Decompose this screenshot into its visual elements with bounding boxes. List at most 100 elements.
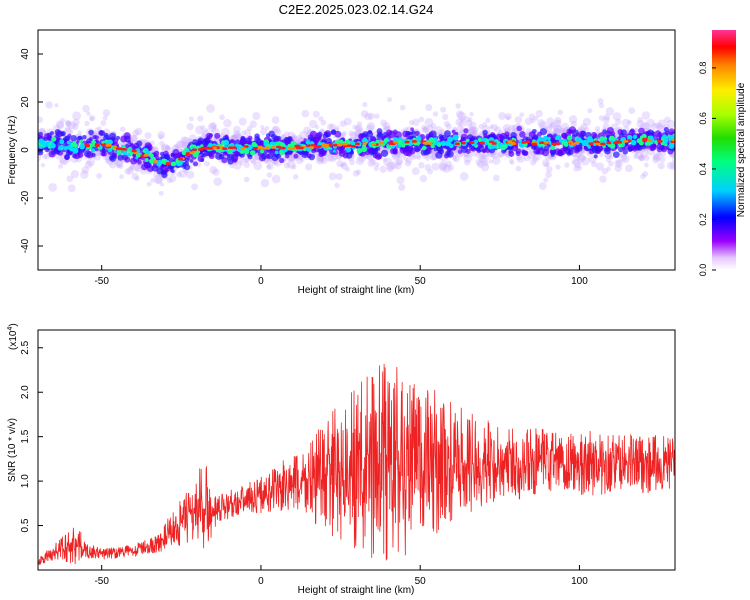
heatmap-core-mark [38,148,43,153]
heatmap-halo-mark [355,157,364,166]
heatmap-halo-mark [352,124,358,130]
heatmap-halo-mark [219,132,224,138]
heatmap-peak-mark [404,140,410,144]
heatmap-halo-mark [84,120,90,127]
heatmap-halo-mark [646,118,656,128]
heatmap-halo-mark [605,152,612,160]
heatmap-x-tick-label: -50 [94,276,109,287]
heatmap-halo-mark [331,153,339,161]
heatmap-core-mark [436,145,444,153]
heatmap-halo-mark [243,176,250,183]
snr-y-label: SNR (10 * v/v) [7,418,18,482]
heatmap-halo-mark [571,159,576,165]
heatmap-halo-mark [358,127,364,132]
heatmap-halo-mark [656,122,664,131]
heatmap-halo-mark [578,154,586,162]
snr-x-tick-label: -50 [94,576,109,587]
heatmap-peak-mark [531,142,537,146]
heatmap-core-mark [515,151,521,157]
heatmap-halo-mark [175,140,184,149]
heatmap-core-mark [276,135,282,141]
heatmap-halo-mark [494,126,502,134]
heatmap-core-mark [200,152,205,158]
heatmap-halo-mark [491,152,499,160]
heatmap-core-mark [438,134,444,139]
heatmap-halo-mark [249,120,258,128]
heatmap-halo-mark [233,125,241,134]
heatmap-core-mark [376,128,383,135]
snr-y-scale: (x104) [7,323,19,350]
heatmap-halo-mark [497,152,503,158]
heatmap-halo-mark [544,162,550,168]
heatmap-halo-mark [471,150,477,157]
heatmap-halo-mark [136,162,143,170]
heatmap-halo-mark [232,130,241,139]
heatmap-halo-mark [197,115,204,122]
heatmap-mid-mark [626,134,633,141]
heatmap-peak-mark [454,142,460,146]
heatmap-mid-mark [555,134,561,141]
heatmap-halo-mark [165,145,170,151]
heatmap-peak-mark [122,147,128,151]
heatmap-halo-mark [424,164,432,171]
heatmap-halo-mark [666,119,675,129]
heatmap-halo-mark [454,149,459,154]
heatmap-halo-mark [349,159,355,166]
heatmap-halo-mark [398,183,406,191]
heatmap-core-mark [533,148,540,155]
heatmap-x-ticks: -50 0 50 100 [94,265,588,287]
heatmap-halo-mark [66,175,74,183]
heatmap-mid-mark [251,141,257,147]
heatmap-halo-mark [96,173,102,179]
heatmap-halo-mark [271,116,280,124]
chart-title: C2E2.2025.023.02.14.G24 [279,2,434,17]
heatmap-halo-mark [423,126,430,132]
heatmap-halo-mark [55,120,65,129]
colorbar-tick-label: 0.4 [698,163,708,176]
heatmap-core-mark [77,135,83,140]
heatmap-core-mark [208,133,214,138]
heatmap-halo-mark [295,135,303,143]
heatmap-halo-mark [238,117,247,126]
heatmap-peak-mark [240,146,246,150]
heatmap-halo-mark [72,118,80,126]
heatmap-mid-mark [428,137,435,143]
heatmap-peak-mark [623,140,629,143]
heatmap-halo-mark [660,151,667,157]
heatmap-halo-mark [318,157,325,163]
heatmap-core-mark [308,153,315,161]
heatmap-peak-mark [309,146,315,149]
heatmap-core-mark [60,130,66,137]
heatmap-halo-mark [455,118,464,127]
heatmap-halo-mark [424,154,431,161]
heatmap-halo-mark [161,144,168,152]
heatmap-halo-mark [104,158,111,164]
heatmap-core-mark [602,129,607,134]
heatmap-halo-mark [89,114,96,122]
heatmap-halo-mark [582,117,592,127]
heatmap-core-mark [233,151,240,157]
heatmap-halo-mark [69,130,74,135]
heatmap-halo-mark [427,168,434,175]
heatmap-halo-mark [369,158,376,166]
heatmap-halo-mark [115,159,124,168]
heatmap-halo-mark [291,134,297,140]
heatmap-halo-mark [374,162,380,168]
heatmap-peak-mark [350,144,356,148]
heatmap-halo-mark [666,161,675,170]
heatmap-mid-mark [38,138,45,144]
heatmap-peak-mark [270,146,276,149]
heatmap-core-mark [265,153,271,159]
heatmap-core-mark [247,135,253,141]
heatmap-cloud [38,97,675,196]
heatmap-halo-mark [318,116,324,122]
heatmap-halo-mark [464,159,471,166]
heatmap-halo-mark [272,126,278,133]
heatmap-mid-mark [149,158,155,164]
heatmap-core-mark [622,149,628,155]
heatmap-halo-mark [570,120,577,128]
heatmap-halo-mark [355,169,361,175]
heatmap-mid-mark [465,138,470,143]
heatmap-halo-mark [598,115,605,121]
heatmap-y-label: Frequency (Hz) [7,116,18,185]
